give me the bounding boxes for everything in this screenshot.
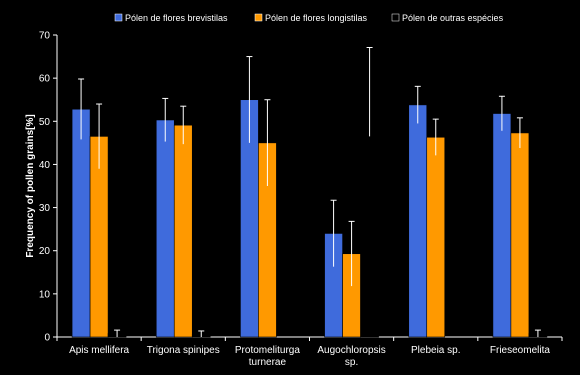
y-tick-label: 20 bbox=[39, 246, 51, 257]
legend-item: Pólen de flores longistilas bbox=[254, 13, 368, 23]
legend-label: Pólen de outras espécies bbox=[402, 13, 504, 23]
error-bar bbox=[246, 56, 253, 143]
error-bar bbox=[330, 199, 337, 267]
bar bbox=[408, 104, 428, 338]
y-axis-label: Frequency of pollen grains[%] bbox=[25, 114, 36, 257]
y-tick-label: 50 bbox=[39, 117, 51, 128]
bar bbox=[426, 136, 446, 338]
error-bar bbox=[414, 85, 421, 124]
y-axis: 0 10 20 30 40 50 60 70 bbox=[39, 31, 58, 344]
y-tick-label: 60 bbox=[39, 74, 51, 85]
error-bar bbox=[78, 78, 85, 140]
error-bar bbox=[264, 99, 271, 186]
x-tick-label: Plebeia sp. bbox=[411, 345, 460, 356]
x-tick-label: Protomeliturga turnerae bbox=[235, 345, 300, 368]
legend: Pólen de flores brevistilas Pólen de flor… bbox=[114, 13, 504, 23]
error-bar bbox=[162, 97, 169, 142]
error-bar bbox=[366, 47, 373, 137]
y-tick-label: 70 bbox=[39, 31, 51, 42]
y-tick-label: 30 bbox=[39, 203, 51, 214]
error-bar bbox=[432, 118, 439, 156]
error-bar bbox=[498, 95, 505, 131]
bar bbox=[492, 113, 512, 338]
legend-swatch bbox=[391, 13, 400, 22]
bar bbox=[155, 119, 175, 338]
x-axis: Apis mellifera Trigona spinipes Protomelit… bbox=[56, 336, 563, 368]
legend-item: Pólen de outras espécies bbox=[391, 13, 504, 23]
legend-label: Pólen de flores brevistilas bbox=[125, 13, 228, 23]
error-bar bbox=[516, 117, 523, 149]
legend-label: Pólen de flores longistilas bbox=[265, 13, 368, 23]
error-bar bbox=[348, 220, 355, 287]
y-tick-label: 0 bbox=[44, 333, 50, 344]
x-tick-label: Trigona spinipes bbox=[147, 345, 220, 356]
legend-swatch bbox=[114, 13, 123, 22]
error-bar bbox=[180, 105, 187, 145]
x-tick-label: Apis mellifera bbox=[69, 345, 129, 356]
legend-swatch bbox=[254, 13, 263, 22]
error-bar bbox=[114, 329, 121, 337]
y-tick-label: 40 bbox=[39, 160, 51, 171]
error-bar bbox=[96, 103, 103, 169]
error-bar bbox=[198, 330, 205, 337]
bars bbox=[71, 47, 548, 338]
bar bbox=[173, 124, 193, 338]
x-tick-label: Augochloropsis sp. bbox=[317, 345, 385, 368]
error-bar bbox=[534, 329, 541, 337]
legend-item: Pólen de flores brevistilas bbox=[114, 13, 228, 23]
bar bbox=[510, 132, 530, 338]
bar bbox=[71, 108, 91, 338]
x-tick-label: Frieseomelita bbox=[490, 345, 550, 356]
y-tick-label: 10 bbox=[39, 289, 51, 300]
